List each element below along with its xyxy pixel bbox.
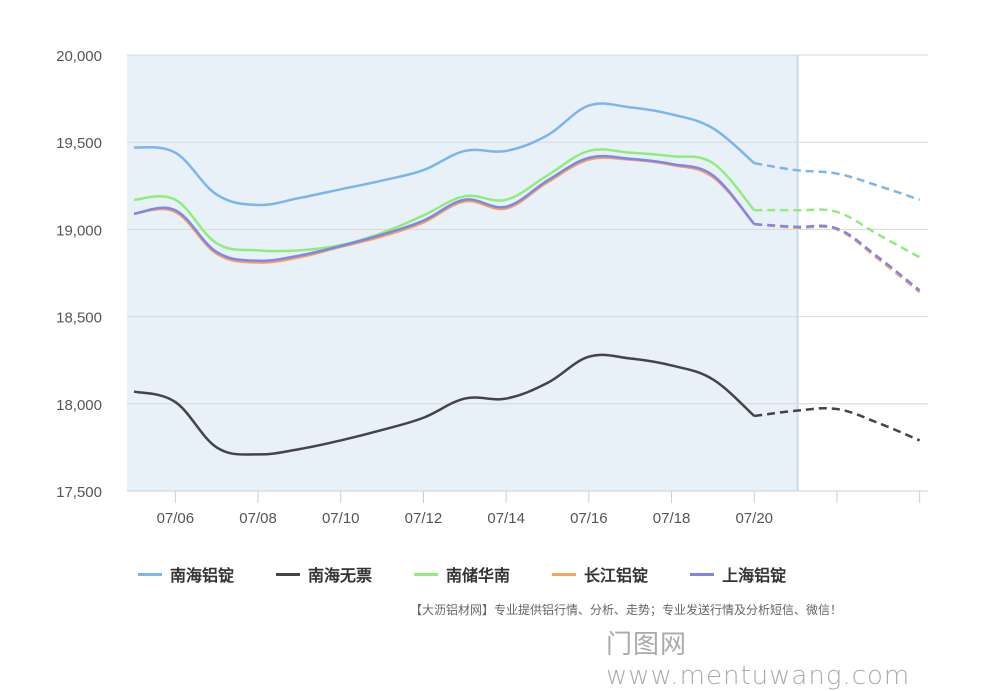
- y-tick-label: 18,000: [56, 397, 102, 414]
- y-tick-label: 17,500: [56, 484, 102, 501]
- legend-item[interactable]: 长江铝锭: [552, 562, 648, 586]
- x-tick-label: 07/08: [239, 510, 277, 527]
- x-tick-label: 07/20: [735, 510, 773, 527]
- x-tick-label: 07/10: [322, 510, 360, 527]
- x-tick-label: 07/14: [487, 510, 525, 527]
- series-forecast-line-4: [754, 222, 921, 292]
- series-forecast-line-2: [754, 208, 921, 259]
- legend-swatch: [552, 572, 577, 576]
- legend-item[interactable]: 南海铝锭: [138, 562, 234, 586]
- legend-swatch: [138, 572, 162, 576]
- legend-item[interactable]: 南储华南: [414, 562, 510, 586]
- series-line-0: [133, 102, 756, 207]
- y-tick-label: 20,000: [56, 48, 102, 65]
- y-tick-label: 19,000: [56, 222, 102, 239]
- highlight-band: [127, 55, 798, 491]
- legend-item[interactable]: 上海铝锭: [690, 562, 786, 586]
- legend-label: 长江铝锭: [584, 566, 649, 585]
- legend-label: 上海铝锭: [722, 566, 787, 585]
- site-watermark: 门图网 www.mentuwang.com: [606, 630, 911, 691]
- series-line-4: [133, 154, 756, 263]
- series-line-1: [133, 353, 756, 456]
- legend: 南海铝锭 南海无票 南储华南 长江铝锭 上海铝锭: [138, 562, 828, 586]
- x-tick-label: 07/16: [570, 510, 608, 527]
- legend-label: 南海铝锭: [170, 566, 235, 585]
- line-chart: 20,000 19,500 19,000 18,500 18,000 17,500 07/0…: [56, 48, 928, 527]
- y-tick-label: 18,500: [56, 310, 102, 327]
- legend-swatch: [276, 572, 301, 576]
- chart-container: 20,000 19,500 19,000 18,500 18,000 17,500 07/0…: [56, 48, 928, 691]
- series-forecast-line-0: [754, 161, 921, 201]
- legend-item[interactable]: 南海无票: [276, 562, 372, 586]
- legend-label: 南储华南: [446, 566, 511, 585]
- x-tick-label: 07/18: [653, 510, 691, 527]
- series-forecast-line-1: [754, 406, 921, 442]
- y-tick-label: 19,500: [56, 135, 102, 152]
- legend-label: 南海无票: [308, 566, 373, 585]
- legend-swatch: [690, 572, 715, 576]
- x-tick-label: 07/06: [157, 510, 195, 527]
- footer-note: 【大沥铝材网】专业提供铝行情、分析、走势；专业发送行情及分析短信、微信！: [410, 603, 843, 617]
- series-line-2: [133, 148, 756, 253]
- legend-swatch: [414, 572, 439, 576]
- x-tick-label: 07/12: [405, 510, 443, 527]
